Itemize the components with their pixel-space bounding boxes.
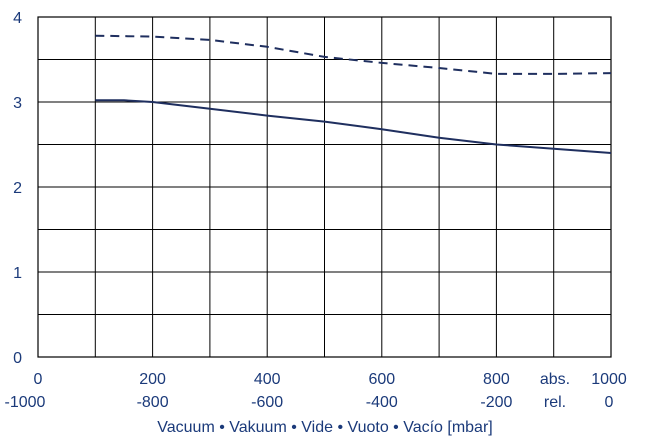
x-axis-label: Vacuum • Vakuum • Vide • Vuoto • Vacío [… bbox=[157, 419, 492, 436]
series-line-dashed bbox=[95, 34, 612, 75]
x-tick-labels: 0 -1000 200 -800 400 -600 600 -400 800 -200 1000 0 a… bbox=[5, 371, 627, 411]
x-tick-label-rel: 0 bbox=[605, 394, 614, 411]
y-tick-label: 0 bbox=[13, 350, 22, 367]
abs-label: abs. bbox=[540, 371, 570, 388]
x-tick-label-abs: 1000 bbox=[591, 371, 627, 388]
plot-frame bbox=[37, 16, 612, 358]
y-tick-labels: 0 1 2 3 4 bbox=[13, 10, 22, 367]
y-tick-label: 3 bbox=[13, 95, 22, 112]
x-tick-label-abs: 800 bbox=[483, 371, 510, 388]
y-tick-label: 1 bbox=[13, 265, 22, 282]
series-layer bbox=[95, 34, 612, 154]
y-tick-label: 4 bbox=[13, 10, 22, 27]
series-line-solid bbox=[95, 99, 612, 154]
grid bbox=[37, 16, 612, 358]
x-tick-label-rel: -1000 bbox=[5, 394, 46, 411]
x-tick-label-abs: 0 bbox=[34, 371, 43, 388]
x-tick-label-abs: 400 bbox=[254, 371, 281, 388]
x-tick-label-rel: -200 bbox=[480, 394, 512, 411]
rel-label: rel. bbox=[544, 394, 566, 411]
x-tick-label-abs: 200 bbox=[139, 371, 166, 388]
x-tick-label-rel: -800 bbox=[137, 394, 169, 411]
y-tick-label: 2 bbox=[13, 180, 22, 197]
x-tick-label-abs: 600 bbox=[368, 371, 395, 388]
x-tick-label-rel: -400 bbox=[366, 394, 398, 411]
x-tick-label-rel: -600 bbox=[251, 394, 283, 411]
